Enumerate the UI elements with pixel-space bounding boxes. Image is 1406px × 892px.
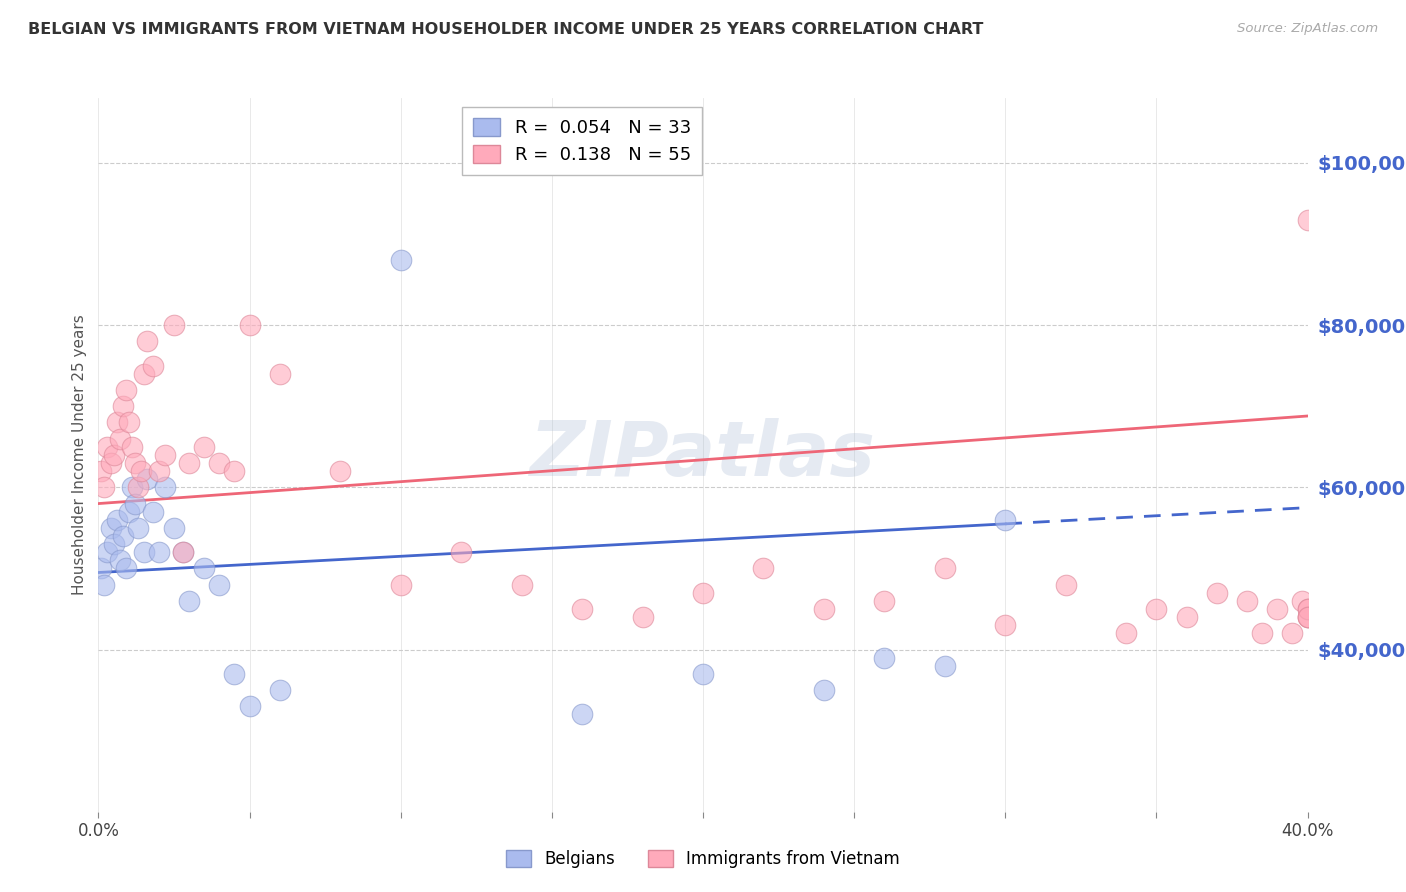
Point bbox=[100, 456, 122, 470]
Point bbox=[1296, 610, 1319, 624]
Point bbox=[752, 561, 775, 575]
Point bbox=[142, 505, 165, 519]
Point bbox=[100, 521, 122, 535]
Point bbox=[389, 253, 412, 268]
Point bbox=[934, 561, 956, 575]
Point bbox=[172, 545, 194, 559]
Point bbox=[108, 432, 131, 446]
Point bbox=[103, 537, 125, 551]
Point bbox=[224, 666, 246, 681]
Point bbox=[208, 456, 231, 470]
Point bbox=[1296, 610, 1319, 624]
Point bbox=[1175, 610, 1198, 624]
Point bbox=[114, 383, 136, 397]
Point bbox=[153, 448, 176, 462]
Point bbox=[269, 367, 291, 381]
Point bbox=[389, 577, 412, 591]
Point bbox=[631, 610, 654, 624]
Point bbox=[269, 683, 291, 698]
Point bbox=[90, 561, 112, 575]
Point bbox=[1267, 602, 1289, 616]
Point bbox=[329, 464, 352, 478]
Point bbox=[450, 545, 472, 559]
Point bbox=[118, 505, 141, 519]
Point bbox=[163, 318, 186, 333]
Point bbox=[135, 472, 157, 486]
Point bbox=[121, 440, 143, 454]
Point bbox=[1296, 212, 1319, 227]
Point bbox=[118, 416, 141, 430]
Point bbox=[1291, 594, 1313, 608]
Point bbox=[571, 707, 593, 722]
Point bbox=[179, 594, 201, 608]
Point bbox=[1281, 626, 1303, 640]
Point bbox=[1251, 626, 1274, 640]
Point bbox=[121, 480, 143, 494]
Point bbox=[148, 464, 170, 478]
Point bbox=[90, 464, 112, 478]
Point bbox=[1054, 577, 1077, 591]
Point bbox=[124, 456, 146, 470]
Point bbox=[179, 456, 201, 470]
Point bbox=[193, 561, 215, 575]
Point bbox=[172, 545, 194, 559]
Point bbox=[813, 602, 835, 616]
Point bbox=[93, 577, 115, 591]
Point bbox=[111, 529, 134, 543]
Y-axis label: Householder Income Under 25 years: Householder Income Under 25 years bbox=[72, 315, 87, 595]
Point bbox=[813, 683, 835, 698]
Point bbox=[1206, 586, 1229, 600]
Point bbox=[224, 464, 246, 478]
Point bbox=[142, 359, 165, 373]
Point bbox=[108, 553, 131, 567]
Point bbox=[239, 318, 262, 333]
Point bbox=[96, 440, 118, 454]
Point bbox=[692, 666, 714, 681]
Point bbox=[934, 658, 956, 673]
Point bbox=[153, 480, 176, 494]
Point bbox=[111, 399, 134, 413]
Point bbox=[105, 513, 128, 527]
Point bbox=[96, 545, 118, 559]
Point bbox=[1296, 602, 1319, 616]
Point bbox=[163, 521, 186, 535]
Point bbox=[124, 497, 146, 511]
Text: BELGIAN VS IMMIGRANTS FROM VIETNAM HOUSEHOLDER INCOME UNDER 25 YEARS CORRELATION: BELGIAN VS IMMIGRANTS FROM VIETNAM HOUSE… bbox=[28, 22, 983, 37]
Text: Source: ZipAtlas.com: Source: ZipAtlas.com bbox=[1237, 22, 1378, 36]
Point bbox=[148, 545, 170, 559]
Point bbox=[1296, 602, 1319, 616]
Point bbox=[193, 440, 215, 454]
Point bbox=[114, 561, 136, 575]
Point bbox=[135, 334, 157, 349]
Point bbox=[873, 594, 896, 608]
Point bbox=[873, 650, 896, 665]
Point bbox=[571, 602, 593, 616]
Text: ZIPatlas: ZIPatlas bbox=[530, 418, 876, 491]
Point bbox=[127, 521, 149, 535]
Point bbox=[103, 448, 125, 462]
Point bbox=[129, 464, 152, 478]
Point bbox=[93, 480, 115, 494]
Point bbox=[1115, 626, 1137, 640]
Point bbox=[132, 545, 155, 559]
Point bbox=[994, 618, 1017, 632]
Point bbox=[105, 416, 128, 430]
Point bbox=[1296, 610, 1319, 624]
Point bbox=[1144, 602, 1167, 616]
Legend: Belgians, Immigrants from Vietnam: Belgians, Immigrants from Vietnam bbox=[499, 843, 907, 875]
Point bbox=[510, 577, 533, 591]
Point bbox=[127, 480, 149, 494]
Point bbox=[692, 586, 714, 600]
Point bbox=[1236, 594, 1258, 608]
Point bbox=[994, 513, 1017, 527]
Point bbox=[208, 577, 231, 591]
Point bbox=[239, 699, 262, 714]
Point bbox=[132, 367, 155, 381]
